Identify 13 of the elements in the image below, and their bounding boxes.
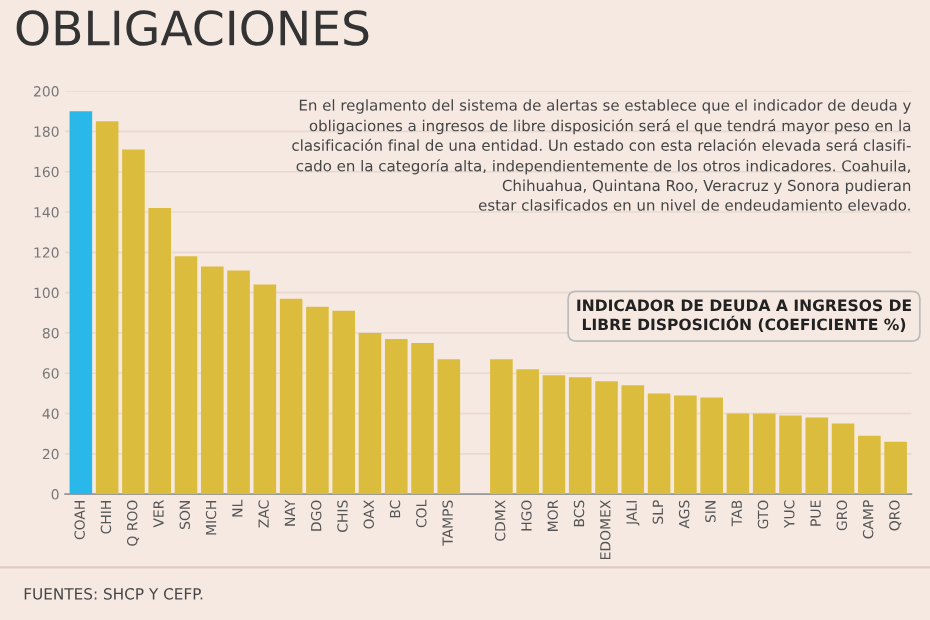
bar (542, 375, 566, 495)
bar (647, 393, 671, 495)
bar (358, 332, 382, 495)
bar (621, 385, 645, 495)
bar (253, 284, 277, 495)
bar (831, 423, 855, 495)
bar (174, 256, 198, 495)
chart-title: OBLIGACIONES (16, 10, 369, 46)
bar (437, 359, 461, 495)
bar (726, 413, 750, 495)
bar (279, 298, 303, 495)
bar (69, 111, 93, 495)
bar (95, 121, 119, 495)
